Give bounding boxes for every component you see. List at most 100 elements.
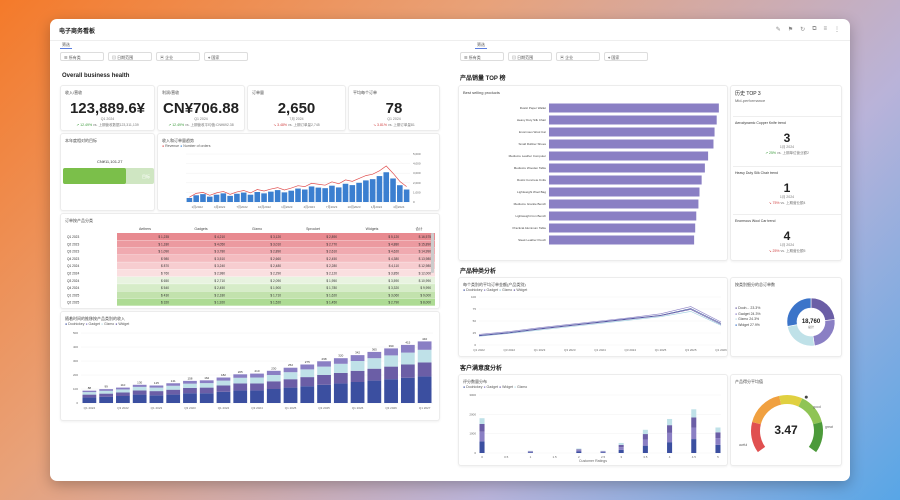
y-tick: 100 xyxy=(73,387,78,391)
donut-legend: ● Dooh... 23.3% ● Gadget 24.3% ● Gizmo 2… xyxy=(735,306,761,327)
filter-category-r[interactable]: ☰ 所有类 xyxy=(460,52,504,61)
x-tick: 4月2023 xyxy=(304,205,316,209)
table-row xyxy=(117,298,435,306)
kpi-title: 订单量 xyxy=(252,90,264,95)
x-tick: Q3 2022 xyxy=(117,406,129,410)
rating-bar xyxy=(667,432,673,443)
revenue-bar xyxy=(335,187,342,202)
stack-segment xyxy=(283,367,298,373)
gauge-title: 产品得分平均值 xyxy=(735,379,763,384)
filter-company[interactable]: ▣ 企业 xyxy=(156,52,200,61)
x-tick: 1.5 xyxy=(553,455,558,459)
y-tick: 0 xyxy=(474,343,476,347)
stack-segment xyxy=(166,394,181,403)
filter-tab-right[interactable]: 筛选 xyxy=(475,42,487,49)
table-cell: $ 2,180 xyxy=(214,293,225,297)
progress-card: 本年度相对的目标 CN¥11,101.27 目标 xyxy=(60,133,155,211)
x-tick: 4月2022 xyxy=(214,205,226,209)
bestseller-bar xyxy=(549,223,696,233)
table-cell: $ 13,980 xyxy=(419,257,432,261)
legend-gizmo: Gizmo xyxy=(502,288,513,292)
top3-value: 1 xyxy=(783,181,791,195)
bookmark-icon[interactable]: ⚑ xyxy=(787,27,794,33)
edit-icon[interactable]: ✎ xyxy=(775,27,781,33)
table-cell: $ 3,850 xyxy=(388,272,399,276)
legend-widget: Widget xyxy=(118,322,130,326)
stack-segment xyxy=(417,349,432,363)
table-cell: $ 1,235 xyxy=(158,235,169,239)
stacked-title: 随着时间的推移按产品类别的收入 xyxy=(65,316,125,321)
more-icon[interactable]: ⋮ xyxy=(834,27,840,33)
donut-legend-pct: 27.9% xyxy=(750,322,760,327)
x-tick: 3.5 xyxy=(643,455,648,459)
revenue-bar xyxy=(200,194,206,202)
bestseller-bar xyxy=(549,127,715,137)
stack-segment xyxy=(283,372,298,380)
stack-total: 141 xyxy=(171,379,176,383)
table-cell: $ 2,710 xyxy=(214,279,225,283)
stack-segment xyxy=(266,370,281,375)
stack-segment xyxy=(300,364,315,370)
y-tick: 300 xyxy=(73,359,78,363)
bestseller-label: Lightweight Wool Bag xyxy=(517,190,546,194)
revenue-bar xyxy=(301,189,308,202)
filter-date-r[interactable]: ▤ 日期范围 xyxy=(508,52,552,61)
table-cell: $ 2,660 xyxy=(270,257,281,261)
x-tick: 10月2023 xyxy=(347,205,360,209)
x-tick: Q3 2025 xyxy=(685,348,697,352)
kpi-change: ↘ 3.81% xyxy=(373,123,387,127)
filter-date[interactable]: ▤ 日期范围 xyxy=(108,52,152,61)
stack-segment xyxy=(283,379,298,388)
stack-total: 88 xyxy=(88,386,92,390)
menu-icon[interactable]: ≡ xyxy=(823,26,827,32)
x-tick: 5 xyxy=(717,455,719,459)
table-cell: $ 1,950 xyxy=(326,279,337,283)
stack-segment xyxy=(199,380,214,384)
bestseller-bar xyxy=(549,199,699,209)
stack-segment xyxy=(233,374,248,378)
stack-segment xyxy=(216,391,231,403)
x-tick: Q1 2027 xyxy=(419,406,431,410)
revenue-bar xyxy=(227,195,233,202)
filter-tab-left[interactable]: 筛选 xyxy=(60,42,72,49)
rating-bar xyxy=(691,427,697,440)
rating-chart: 0 1000 2000 3000 0 0.5 1 1.5 2 2.5 3 3.5 4 4.5 5 xyxy=(469,393,721,459)
top3-value: 4 xyxy=(783,229,791,243)
stack-segment xyxy=(384,355,398,367)
table-row xyxy=(117,240,435,248)
filter-country-r[interactable]: ⌖ 国家 xyxy=(604,52,648,61)
copy-icon[interactable]: ⧉ xyxy=(812,26,817,32)
stack-segment xyxy=(233,377,248,384)
bestseller-card: Best selling products Rustic Paper Walle… xyxy=(458,85,728,261)
refresh-icon[interactable]: ↻ xyxy=(800,27,806,33)
table-row xyxy=(117,247,435,255)
table-row xyxy=(117,284,435,292)
top3-card: 历史 TOP 3 Mid-performance Aerodynamic Cop… xyxy=(730,85,842,261)
stack-segment xyxy=(132,394,147,403)
table-cell: $ 1,780 xyxy=(326,286,337,290)
stack-total: 365 xyxy=(372,347,377,351)
bestseller-label: Rustic Paper Wallet xyxy=(520,106,546,110)
table-row xyxy=(117,262,435,270)
kpi-period: 7月 2024 xyxy=(289,117,304,121)
stack-segment xyxy=(199,387,214,394)
stack-segment xyxy=(166,383,181,386)
table-cell: $ 1,450 xyxy=(326,301,337,305)
donut-slice xyxy=(810,297,836,321)
revenue-bar xyxy=(376,176,383,202)
filter-company-r[interactable]: ▣ 企业 xyxy=(556,52,600,61)
stack-segment xyxy=(116,396,130,403)
table-cell: $ 1,920 xyxy=(214,301,225,305)
gauge-segment xyxy=(752,395,782,425)
table-cell: $ 3,510 xyxy=(214,257,225,261)
rating-bar xyxy=(576,450,582,452)
table-cell: Q1 2025 xyxy=(67,293,79,297)
table-cell: $ 1,090 xyxy=(158,250,169,254)
x-tick: Q3 2024 xyxy=(624,348,636,352)
stack-segment xyxy=(384,366,398,380)
filter-country[interactable]: ⌖ 国家 xyxy=(204,52,248,61)
stacked-legend: ● Doohickey ● Gadget ● Gizmo ● Widget xyxy=(65,322,130,326)
donut-legend-name: Gadget xyxy=(738,311,750,316)
filter-category[interactable]: ☰ 所有类 xyxy=(60,52,104,61)
